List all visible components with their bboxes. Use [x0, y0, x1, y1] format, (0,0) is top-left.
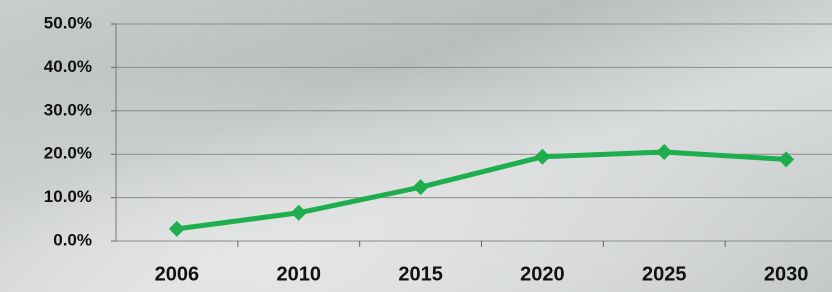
background-mist	[0, 0, 832, 292]
y-tick-label: 20.0%	[44, 144, 92, 163]
y-tick-label: 50.0%	[44, 13, 92, 32]
x-tick-label: 2010	[277, 263, 322, 285]
y-tick-label: 40.0%	[44, 57, 92, 76]
x-tick-label: 2020	[520, 263, 565, 285]
page: {"chart_data": {"type": "line", "categor…	[0, 0, 832, 292]
x-tick-label: 2006	[155, 263, 200, 285]
chart: 0.0% 10.0% 20.0% 30.0% 40.0% 50.0% 2006 2010 201…	[0, 0, 832, 292]
x-tick-label: 2025	[642, 263, 687, 285]
y-tick-label: 0.0%	[53, 230, 92, 249]
x-tick-label: 2030	[764, 263, 809, 285]
x-tick-label: 2015	[398, 263, 443, 285]
y-tick-label: 30.0%	[44, 100, 92, 119]
y-tick-label: 10.0%	[44, 187, 92, 206]
